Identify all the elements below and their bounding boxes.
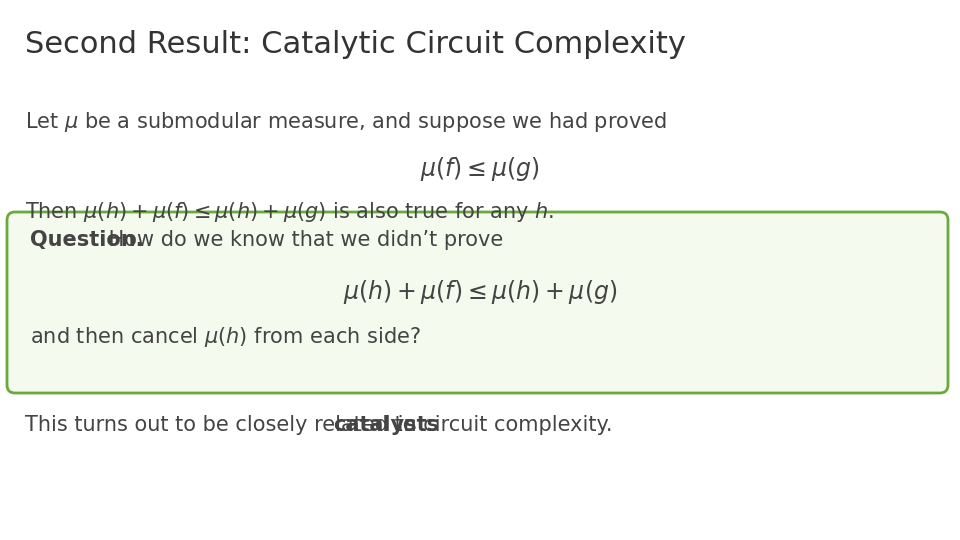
Text: and then cancel $\mu(h)$ from each side?: and then cancel $\mu(h)$ from each side? [30, 325, 420, 349]
Text: Let $\mu$ be a submodular measure, and suppose we had proved: Let $\mu$ be a submodular measure, and s… [25, 110, 667, 134]
Text: Question.: Question. [30, 230, 143, 250]
Text: $\mu(f) \leq \mu(g)$: $\mu(f) \leq \mu(g)$ [420, 155, 540, 183]
Text: $\mu(h) + \mu(f) \leq \mu(h) + \mu(g)$: $\mu(h) + \mu(f) \leq \mu(h) + \mu(g)$ [343, 278, 617, 306]
Text: This turns out to be closely related to: This turns out to be closely related to [25, 415, 422, 435]
Text: in circuit complexity.: in circuit complexity. [391, 415, 612, 435]
Text: Question. How do we know that we didn’t prove: Question. How do we know that we didn’t … [30, 230, 531, 250]
Text: Second Result: Catalytic Circuit Complexity: Second Result: Catalytic Circuit Complex… [25, 30, 685, 59]
Text: Then $\mu(h) + \mu(f) \leq \mu(h) + \mu(g)$ is also true for any $h$.: Then $\mu(h) + \mu(f) \leq \mu(h) + \mu(… [25, 200, 554, 224]
Text: catalysts: catalysts [333, 415, 439, 435]
FancyBboxPatch shape [7, 212, 948, 393]
Text: How do we know that we didn’t prove: How do we know that we didn’t prove [102, 230, 503, 250]
